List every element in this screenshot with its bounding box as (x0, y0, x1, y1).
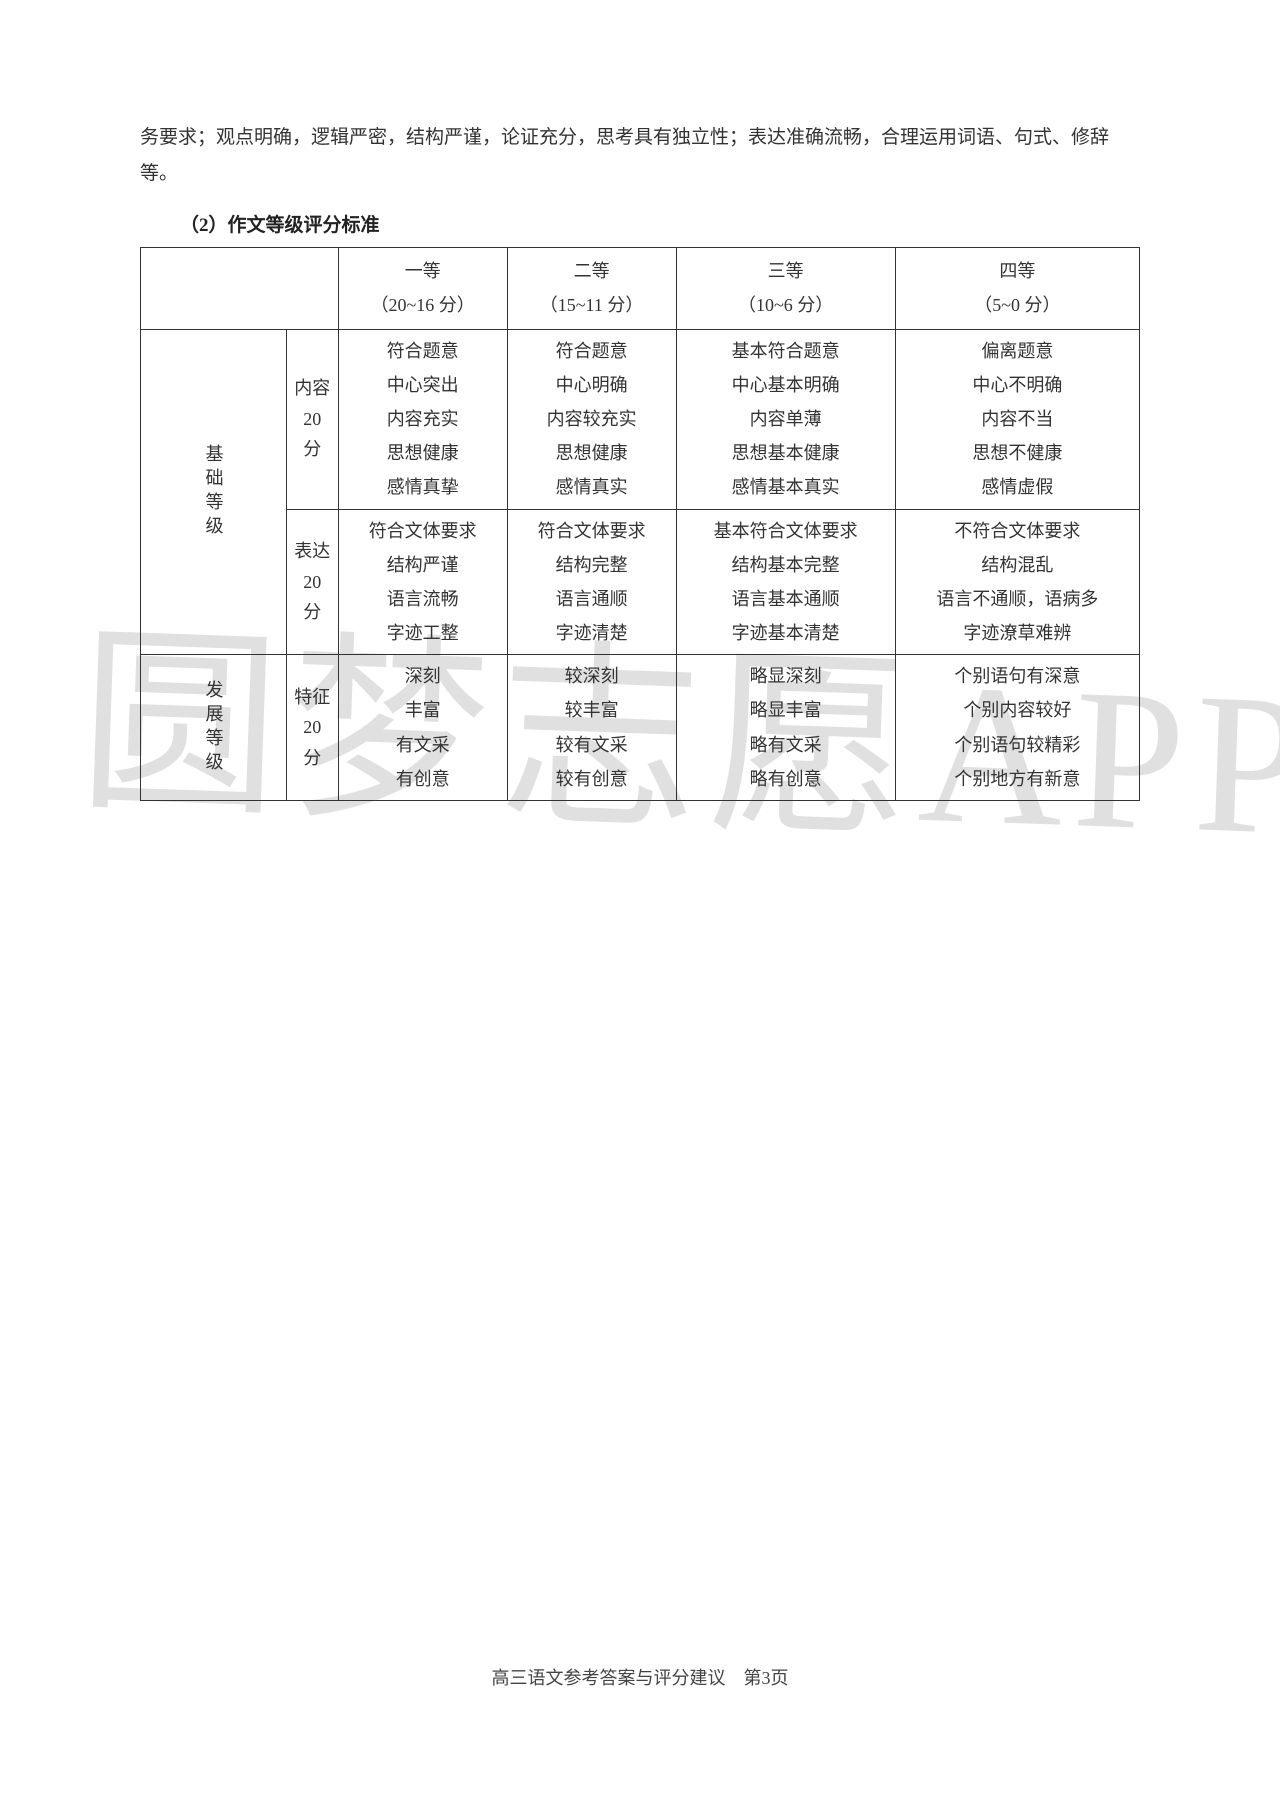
cell-feature-3: 略显深刻 略显丰富 略有文采 略有创意 (676, 655, 895, 801)
cell-feature-2: 较深刻 较丰富 较有文采 较有创意 (507, 655, 676, 801)
section-title: （2）作文等级评分标准 (140, 210, 1140, 237)
header-grade-1: 一等 （20~16 分） (338, 248, 507, 329)
cell-content-3: 基本符合题意 中心基本明确 内容单薄 思想基本健康 感情基本真实 (676, 329, 895, 509)
subhead-express: 表达 20 分 (286, 509, 338, 655)
group-basic: 基础等级 (141, 329, 287, 655)
cell-express-4: 不符合文体要求 结构混乱 语言不通顺，语病多 字迹潦草难辨 (895, 509, 1139, 655)
rubric-table: 一等 （20~16 分） 二等 （15~11 分） 三等 （10~6 分） 四等… (140, 247, 1140, 801)
document-page: 务要求；观点明确，逻辑严密，结构严谨，论证充分，思考具有独立性；表达准确流畅，合… (0, 0, 1280, 801)
header-grade-4: 四等 （5~0 分） (895, 248, 1139, 329)
page-footer: 高三语文参考答案与评分建议 第3页 (0, 1664, 1280, 1690)
cell-express-3: 基本符合文体要求 结构基本完整 语言基本通顺 字迹基本清楚 (676, 509, 895, 655)
cell-content-4: 偏离题意 中心不明确 内容不当 思想不健康 感情虚假 (895, 329, 1139, 509)
cell-express-2: 符合文体要求 结构完整 语言通顺 字迹清楚 (507, 509, 676, 655)
cell-content-2: 符合题意 中心明确 内容较充实 思想健康 感情真实 (507, 329, 676, 509)
header-grade-3: 三等 （10~6 分） (676, 248, 895, 329)
cell-express-1: 符合文体要求 结构严谨 语言流畅 字迹工整 (338, 509, 507, 655)
group-development: 发展等级 (141, 655, 287, 801)
cell-content-1: 符合题意 中心突出 内容充实 思想健康 感情真挚 (338, 329, 507, 509)
subhead-feature: 特征 20 分 (286, 655, 338, 801)
table-header-row: 一等 （20~16 分） 二等 （15~11 分） 三等 （10~6 分） 四等… (141, 248, 1140, 329)
table-row-express: 表达 20 分 符合文体要求 结构严谨 语言流畅 字迹工整 符合文体要求 结构完… (141, 509, 1140, 655)
cell-feature-4: 个别语句有深意 个别内容较好 个别语句较精彩 个别地方有新意 (895, 655, 1139, 801)
table-row-content: 基础等级 内容 20 分 符合题意 中心突出 内容充实 思想健康 感情真挚 符合… (141, 329, 1140, 509)
header-blank (141, 248, 339, 329)
header-grade-2: 二等 （15~11 分） (507, 248, 676, 329)
intro-paragraph: 务要求；观点明确，逻辑严密，结构严谨，论证充分，思考具有独立性；表达准确流畅，合… (140, 120, 1140, 192)
cell-feature-1: 深刻 丰富 有文采 有创意 (338, 655, 507, 801)
table-row-feature: 发展等级 特征 20 分 深刻 丰富 有文采 有创意 较深刻 较丰富 较有文采 … (141, 655, 1140, 801)
subhead-content: 内容 20 分 (286, 329, 338, 509)
